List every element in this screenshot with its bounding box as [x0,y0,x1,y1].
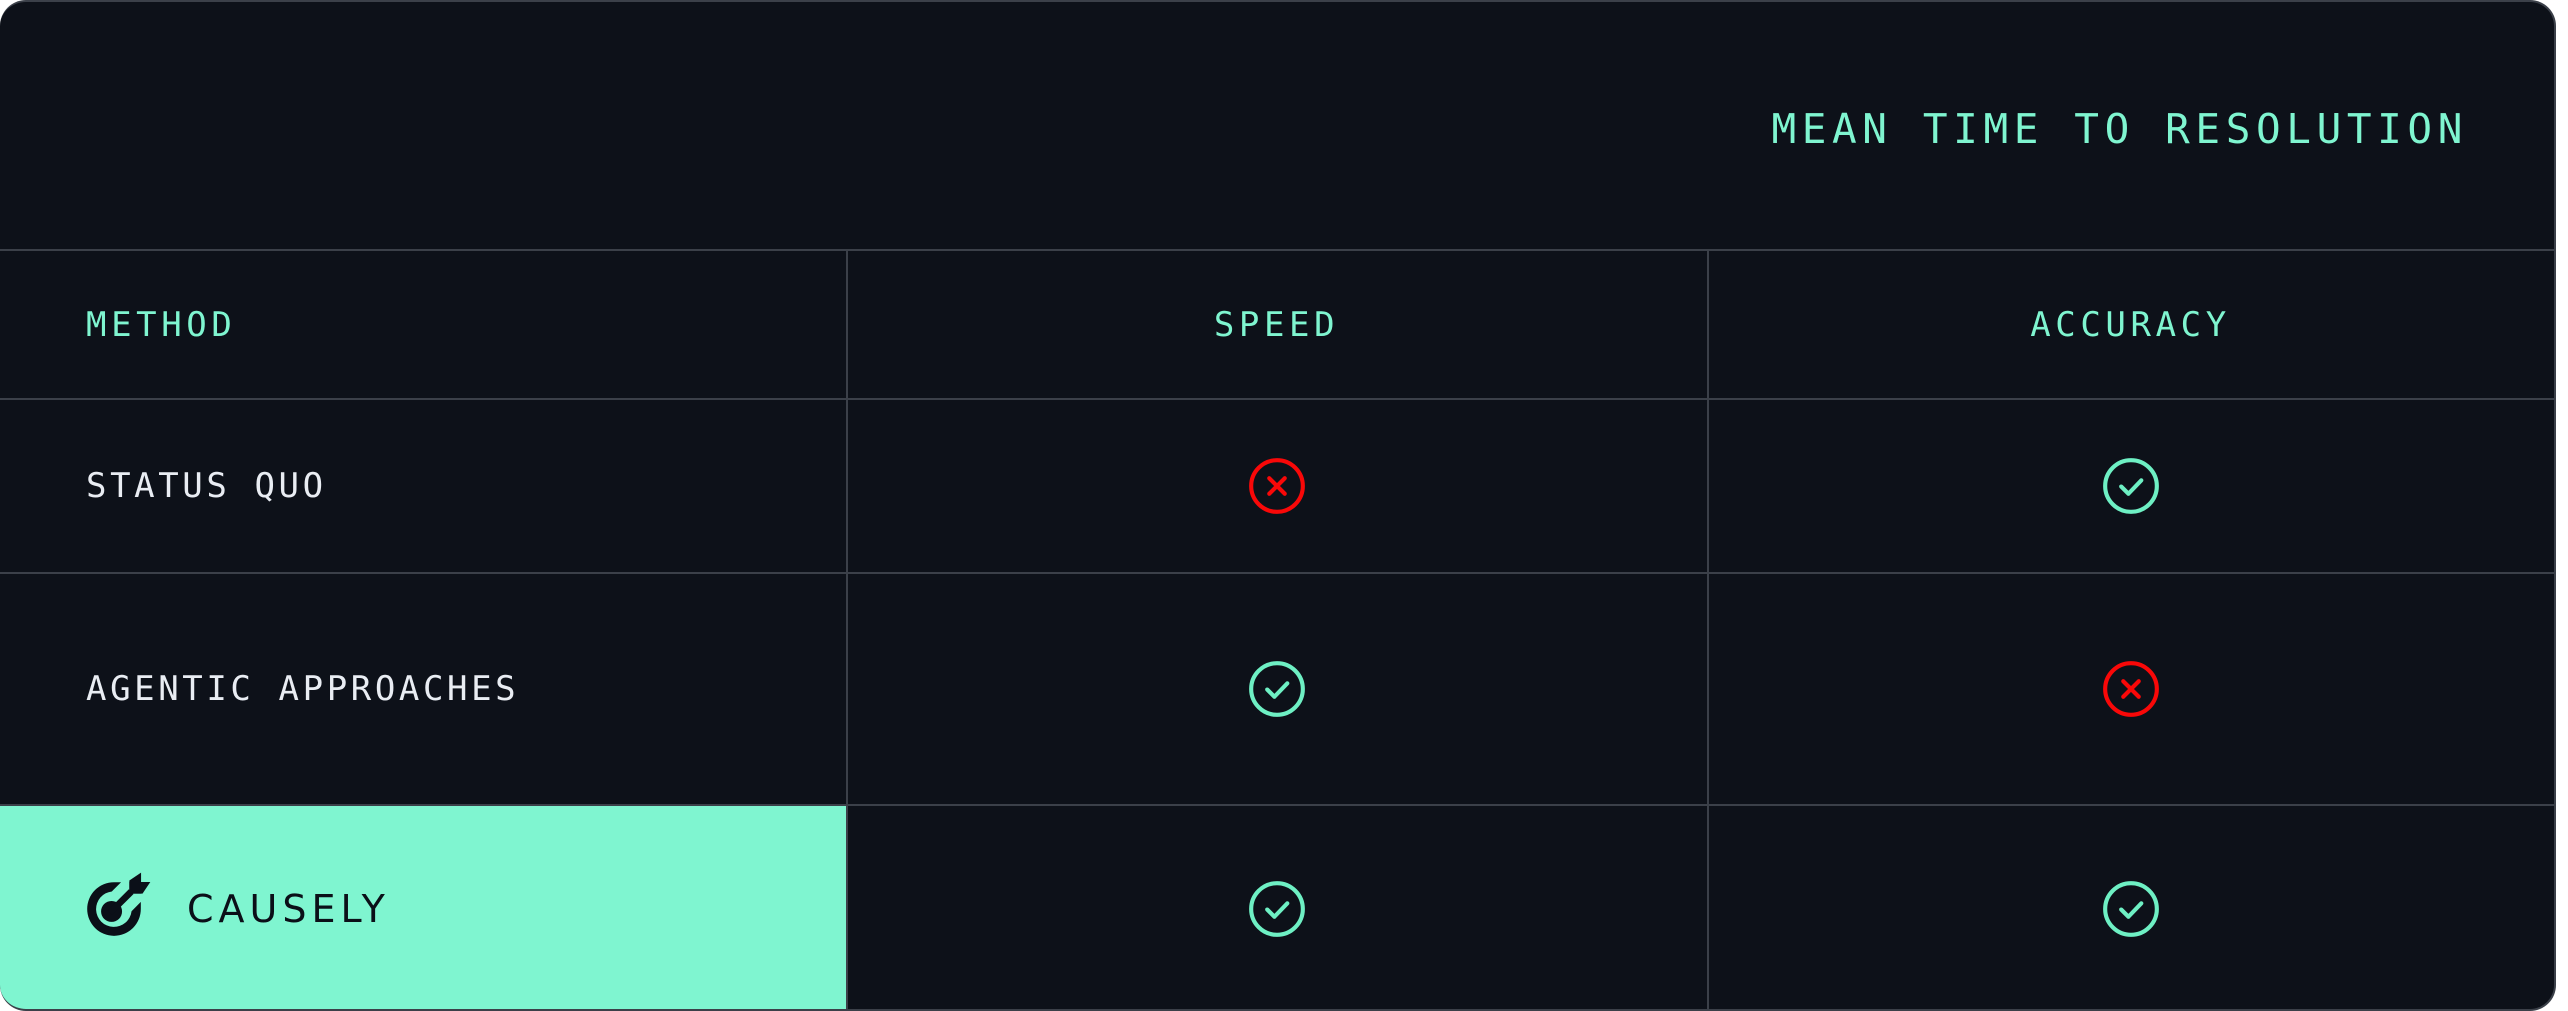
divider-column-1 [846,251,848,1009]
brand-name: CAUSELY [187,886,390,931]
circle-x-icon [1248,458,1305,514]
row-label-cell: AGENTIC APPROACHES [0,574,846,804]
circle-check-icon [1248,880,1305,937]
divider-header-top [0,249,2554,251]
row-label: STATUS QUO [86,466,327,506]
table-row: STATUS QUO [0,400,2554,572]
row-speed-cell [846,806,1707,1009]
row-label-cell: STATUS QUO [0,400,846,572]
table-row-highlighted: CAUSELY [0,806,2554,1009]
circle-check-icon [2102,458,2159,514]
column-header-method: METHOD [86,304,237,345]
row-speed-cell [846,400,1707,572]
row-label: AGENTIC APPROACHES [86,669,520,709]
row-accuracy-cell [1707,806,2554,1009]
row-label-cell-causely: CAUSELY [0,806,846,1009]
divider-column-2 [1707,251,1709,1009]
circle-check-icon [1248,661,1305,717]
causely-target-arrow-logo [87,872,151,936]
row-accuracy-cell [1707,400,2554,572]
page-title: MEAN TIME TO RESOLUTION [1771,105,2468,153]
card-header: MEAN TIME TO RESOLUTION [0,2,2554,250]
column-header-accuracy: ACCURACY [2030,304,2231,345]
divider-row-2 [0,572,2554,574]
circle-x-icon [2102,661,2159,717]
row-speed-cell [846,574,1707,804]
row-accuracy-cell [1707,574,2554,804]
column-header-speed: SPEED [1213,304,1340,345]
divider-row-3 [0,804,2554,806]
divider-row-1 [0,398,2554,400]
table-header-row: METHOD SPEED ACCURACY [0,251,2554,398]
circle-check-icon [2102,880,2159,937]
table-row: AGENTIC APPROACHES [0,574,2554,804]
